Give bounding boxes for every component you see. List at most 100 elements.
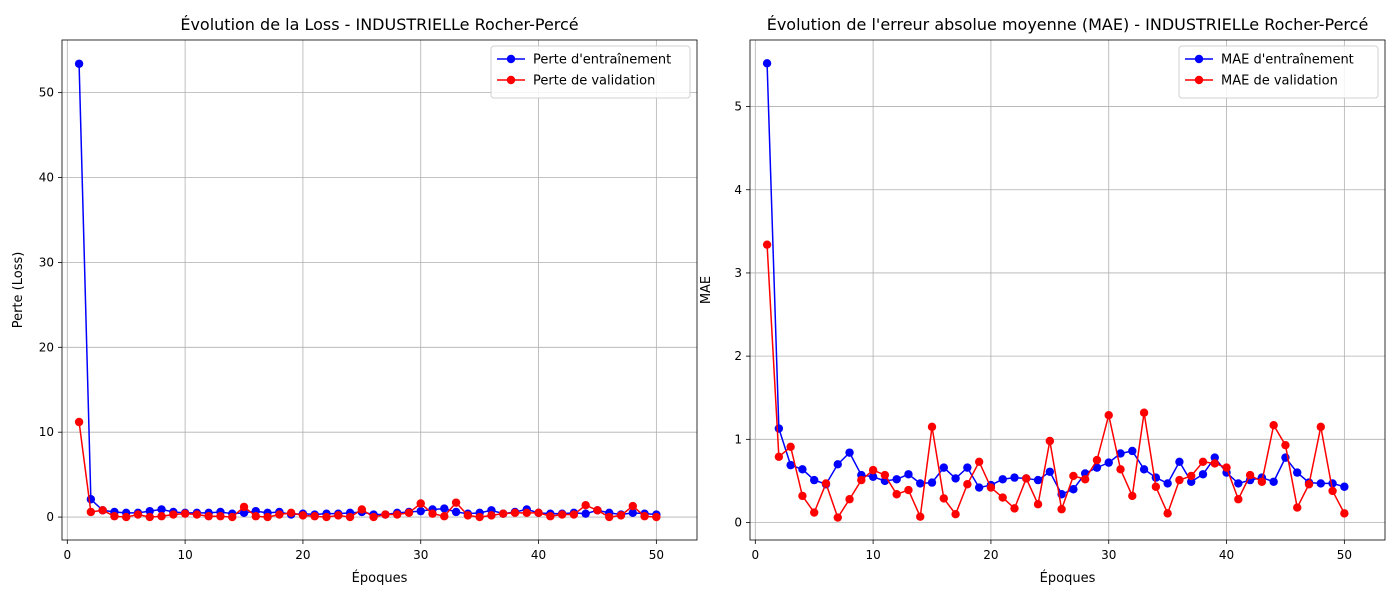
data-point [74, 417, 84, 427]
data-point [1175, 475, 1184, 485]
x-tick-label: 20 [295, 548, 310, 562]
data-point [275, 510, 284, 519]
legend-marker [1194, 75, 1204, 85]
data-point [1328, 479, 1337, 488]
y-tick-label: 5 [734, 100, 742, 114]
data-point [927, 478, 937, 487]
data-point [334, 511, 343, 520]
x-tick-label: 30 [413, 548, 428, 562]
data-point [1033, 475, 1043, 485]
data-point [963, 480, 972, 489]
data-point [286, 508, 296, 518]
data-point [1116, 449, 1125, 458]
chart-2: 0 10 20 30 40 50 0 1 2 3 4 5 Évolution de l'erreur a… [699, 15, 1386, 586]
data-point [569, 510, 579, 519]
data-point [192, 510, 202, 519]
data-point [892, 475, 901, 484]
data-point [786, 442, 795, 452]
series-validation [74, 417, 661, 522]
data-point [774, 452, 784, 462]
data-point [1234, 495, 1243, 504]
data-point [904, 470, 913, 479]
data-point [1340, 482, 1349, 491]
series-train [762, 59, 1349, 499]
data-point [1269, 420, 1278, 430]
data-point [821, 479, 831, 488]
chart-1: 0 10 20 30 40 50 0 10 20 30 40 50 Évolution de la Lo… [11, 15, 698, 586]
data-point [581, 500, 590, 510]
data-point [628, 501, 637, 511]
data-point [1257, 477, 1267, 486]
data-point [392, 510, 402, 519]
data-point [169, 510, 178, 519]
data-point [1045, 436, 1055, 446]
data-point [963, 463, 972, 472]
y-tick-label: 1 [734, 432, 742, 446]
data-point [1104, 411, 1113, 420]
data-point [487, 511, 496, 520]
legend-item: MAE de validation [1185, 74, 1338, 89]
legend-item: Perte de validation [497, 74, 655, 89]
x-tick-label: 10 [177, 548, 192, 562]
data-point [1128, 491, 1137, 501]
data-point [652, 512, 661, 522]
data-point [916, 512, 925, 521]
data-point [440, 512, 449, 521]
data-point [810, 475, 819, 485]
data-point [369, 512, 378, 522]
y-tick-label: 10 [39, 425, 54, 439]
x-tick-label: 40 [1219, 548, 1234, 562]
data-point [1069, 485, 1078, 494]
series-line [766, 244, 1346, 520]
data-point [1175, 457, 1184, 466]
y-tick-label: 2 [734, 349, 742, 363]
data-point [475, 512, 484, 522]
data-point [157, 505, 166, 514]
data-point [451, 507, 461, 517]
data-point [762, 240, 772, 249]
data-point [1010, 473, 1019, 482]
data-point [798, 491, 807, 501]
x-axis-label: Époques [1040, 570, 1096, 586]
data-point [298, 511, 308, 520]
series-line [766, 63, 1345, 496]
data-point [974, 457, 984, 466]
data-point [1293, 468, 1302, 477]
legend: MAE d'entraînement MAE de validation [1178, 45, 1379, 99]
legend-item: MAE d'entraînement [1185, 53, 1354, 68]
data-point [951, 474, 960, 483]
data-point [1222, 463, 1231, 472]
legend-label: Perte d'entraînement [533, 53, 671, 68]
data-point [263, 512, 272, 522]
data-point [581, 509, 590, 518]
y-tick-label: 4 [734, 183, 742, 197]
data-point [1033, 500, 1043, 509]
data-point [605, 512, 614, 522]
data-point [593, 506, 602, 515]
data-point [857, 475, 866, 485]
data-point [1210, 459, 1219, 468]
data-point [157, 512, 166, 521]
data-point [974, 483, 984, 492]
data-point [616, 511, 626, 520]
data-point [868, 472, 878, 481]
data-point [145, 512, 154, 522]
data-point [904, 485, 913, 495]
data-point [122, 512, 131, 522]
data-point [1234, 479, 1243, 488]
data-point [133, 510, 143, 519]
x-tick-label: 20 [983, 548, 998, 562]
data-point [404, 508, 414, 518]
legend-box [490, 45, 691, 99]
data-point [74, 59, 84, 68]
data-point [345, 512, 355, 522]
data-point [239, 502, 249, 512]
data-point [798, 465, 807, 474]
data-point [810, 508, 819, 517]
data-point [833, 460, 842, 469]
data-point [451, 498, 461, 507]
legend-label: MAE de validation [1221, 74, 1338, 89]
data-point [845, 495, 854, 504]
legend-marker [506, 54, 516, 64]
